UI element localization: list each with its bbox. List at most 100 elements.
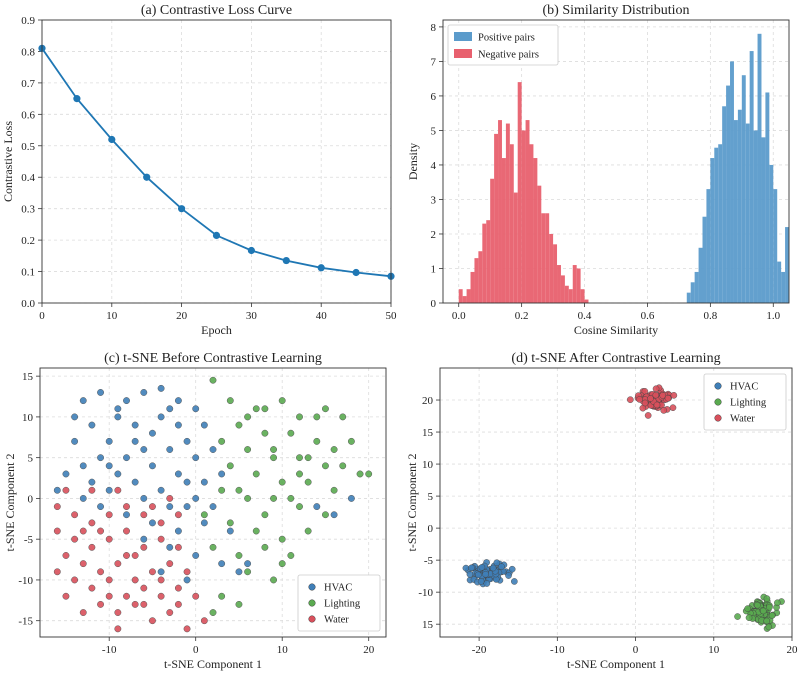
scatter-point: [474, 571, 482, 579]
y-tick-label: 8: [431, 22, 437, 34]
scatter-point: [140, 389, 148, 396]
scatter-point: [114, 486, 122, 494]
scatter-point: [339, 462, 347, 470]
scatter-point: [765, 623, 773, 631]
histogram-bar: [773, 189, 778, 303]
scatter-point: [140, 511, 148, 519]
scatter-point: [53, 486, 61, 494]
scatter-point: [166, 446, 174, 453]
legend-label: Lighting: [324, 599, 361, 610]
legend-label: Water: [324, 615, 349, 626]
scatter-point: [226, 397, 234, 405]
x-tick-label: -10: [102, 644, 117, 656]
scatter-point: [157, 413, 165, 421]
scatter-point: [97, 454, 105, 462]
loss-point: [352, 268, 360, 277]
scatter-point: [174, 470, 182, 478]
x-tick-label: 0: [193, 644, 199, 656]
scatter-point: [71, 511, 79, 519]
histogram-bar: [777, 261, 782, 303]
scatter-point: [669, 404, 677, 412]
scatter-point: [653, 401, 661, 409]
scatter-point: [140, 543, 148, 551]
histogram-bar: [505, 123, 510, 303]
scatter-point: [287, 429, 295, 437]
scatter-point: [296, 470, 303, 478]
scatter-point: [174, 421, 182, 429]
histogram-bar: [576, 268, 581, 303]
x-tick-label: 10: [708, 644, 720, 656]
scatter-point: [322, 511, 329, 519]
legend-label: Water: [730, 414, 755, 425]
scatter-point: [97, 600, 105, 608]
scatter-point: [174, 511, 182, 519]
scatter-point: [123, 552, 130, 559]
scatter-point: [244, 494, 252, 502]
x-tick-label: 20: [787, 644, 799, 656]
histogram-bar: [741, 75, 746, 303]
x-tick-label: 10: [277, 644, 289, 656]
legend-marker: [308, 599, 316, 607]
scatter-point: [252, 470, 260, 478]
scatter-point: [79, 560, 87, 568]
loss-point: [108, 135, 116, 144]
scatter-point: [304, 454, 312, 462]
y-tick-label: 0.2: [21, 235, 35, 247]
y-tick-label: 15: [422, 619, 434, 631]
y-tick-label: 0.7: [21, 78, 35, 90]
histogram-bar: [580, 289, 585, 303]
scatter-point: [356, 470, 364, 478]
histogram-bar: [490, 178, 495, 303]
y-tick-label: 0: [431, 298, 437, 310]
scatter-point: [339, 413, 347, 421]
legend-label: HVAC: [324, 583, 352, 594]
scatter-point: [244, 560, 252, 568]
scatter-point: [97, 503, 105, 511]
histogram-bar: [714, 147, 719, 303]
scatter-point: [114, 413, 122, 421]
y-tick-label: 0.4: [21, 172, 35, 184]
scatter-point: [131, 600, 139, 608]
scatter-point: [131, 576, 139, 584]
scatter-point: [768, 612, 776, 619]
scatter-point: [157, 535, 165, 543]
legend-label: Positive pairs: [478, 33, 535, 44]
scatter-point: [482, 570, 489, 578]
scatter-point: [140, 600, 148, 608]
histogram-bar: [706, 189, 711, 303]
scatter-point: [200, 617, 208, 625]
legend-label: HVAC: [730, 382, 758, 393]
histogram-bar: [533, 158, 538, 303]
histogram-bar: [690, 282, 695, 303]
y-tick-label: 0: [428, 523, 434, 535]
y-tick-label: 1: [431, 263, 437, 275]
x-tick-label: 0: [39, 310, 45, 322]
histogram-bar: [761, 137, 766, 303]
histogram-bar: [781, 271, 786, 303]
scatter-point: [97, 527, 105, 535]
y-tick-label: -15: [18, 616, 33, 628]
panel-title: (a) Contrastive Loss Curve: [141, 3, 292, 18]
scatter-point: [166, 543, 174, 551]
scatter-point: [322, 405, 329, 413]
y-tick-label: 4: [431, 160, 437, 172]
y-tick-label: 10: [22, 412, 34, 424]
histogram-bar: [466, 289, 471, 303]
scatter-point: [149, 519, 156, 527]
scatter-point: [252, 527, 260, 535]
legend-swatch: [454, 49, 472, 58]
scatter-point: [166, 609, 174, 616]
histogram-bar: [749, 51, 754, 303]
scatter-point: [278, 478, 286, 486]
scatter-point: [114, 470, 122, 478]
scatter-point: [166, 405, 174, 413]
y-tick-label: 0.5: [21, 141, 35, 153]
scatter-point: [244, 413, 252, 421]
scatter-point: [261, 543, 269, 551]
scatter-point: [252, 405, 260, 413]
scatter-point: [766, 603, 773, 611]
scatter-point: [97, 389, 105, 396]
scatter-point: [270, 454, 277, 462]
scatter-point: [79, 397, 87, 405]
scatter-point: [468, 564, 475, 572]
